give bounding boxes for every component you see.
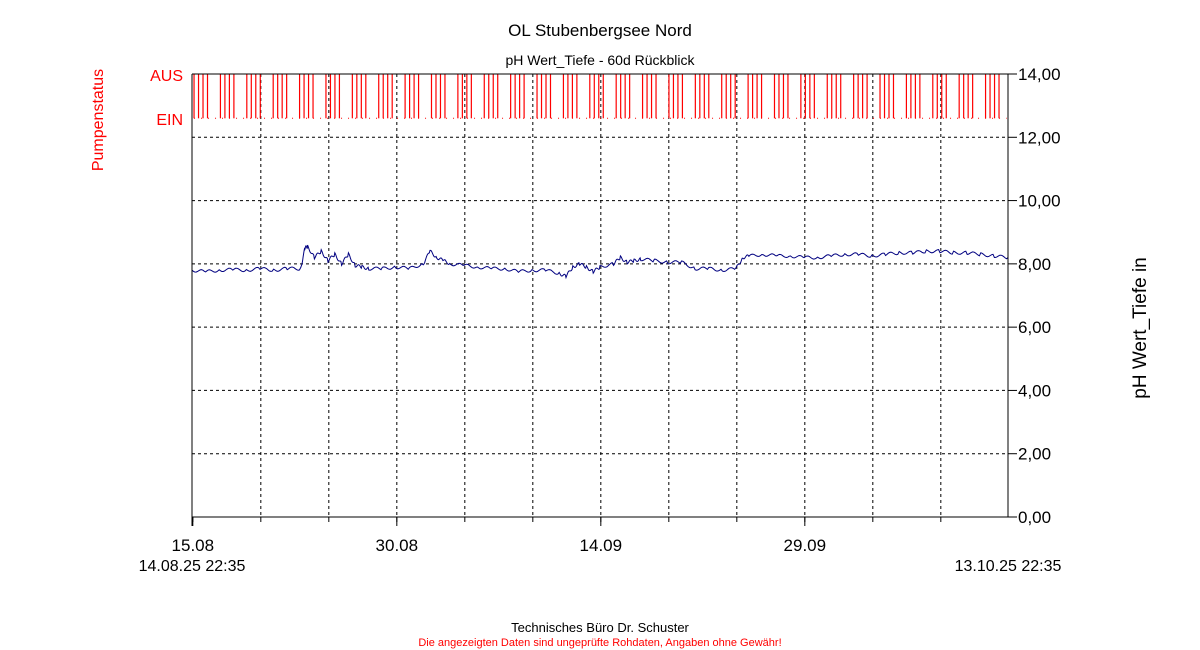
x-start-label: 14.08.25 22:35 — [139, 558, 246, 575]
series-layer — [191, 244, 1009, 280]
y-tick-label: 14,00 — [1018, 65, 1061, 84]
chart-subtitle: pH Wert_Tiefe - 60d Rückblick — [505, 52, 695, 68]
y-axis-label-left: Pumpenstatus — [90, 69, 107, 171]
y-tick-label: 8,00 — [1018, 255, 1051, 274]
y-tick-label: 6,00 — [1018, 318, 1051, 337]
x-tick-label: 29.09 — [784, 536, 827, 555]
ph-series-line — [191, 244, 1009, 280]
x-tick-label: 15.08 — [172, 536, 215, 555]
axes: 0,00 2,00 4,00 6,00 8,00 10,00 12,00 14,00 15.08… — [172, 65, 1061, 555]
x-tick-label: 14.09 — [580, 536, 623, 555]
y-axis-label-right: pH Wert_Tiefe in — [1130, 257, 1151, 399]
y-tick-label: 12,00 — [1018, 128, 1061, 147]
pump-off-label: AUS — [150, 68, 183, 85]
y-tick-label: 4,00 — [1018, 381, 1051, 400]
pump-status-bars — [193, 74, 1007, 119]
y-tick-label: 10,00 — [1018, 192, 1061, 211]
grid — [192, 74, 1008, 517]
footer-company: Technisches Büro Dr. Schuster — [511, 620, 689, 635]
pump-on-label: EIN — [156, 112, 183, 129]
x-tick-label: 30.08 — [376, 536, 419, 555]
y-tick-label: 0,00 — [1018, 508, 1051, 527]
chart-title: OL Stubenbergsee Nord — [508, 21, 692, 40]
footer-disclaimer: Die angezeigten Daten sind ungeprüfte Ro… — [418, 637, 781, 649]
y-tick-label: 2,00 — [1018, 445, 1051, 464]
x-end-label: 13.10.25 22:35 — [955, 558, 1062, 575]
